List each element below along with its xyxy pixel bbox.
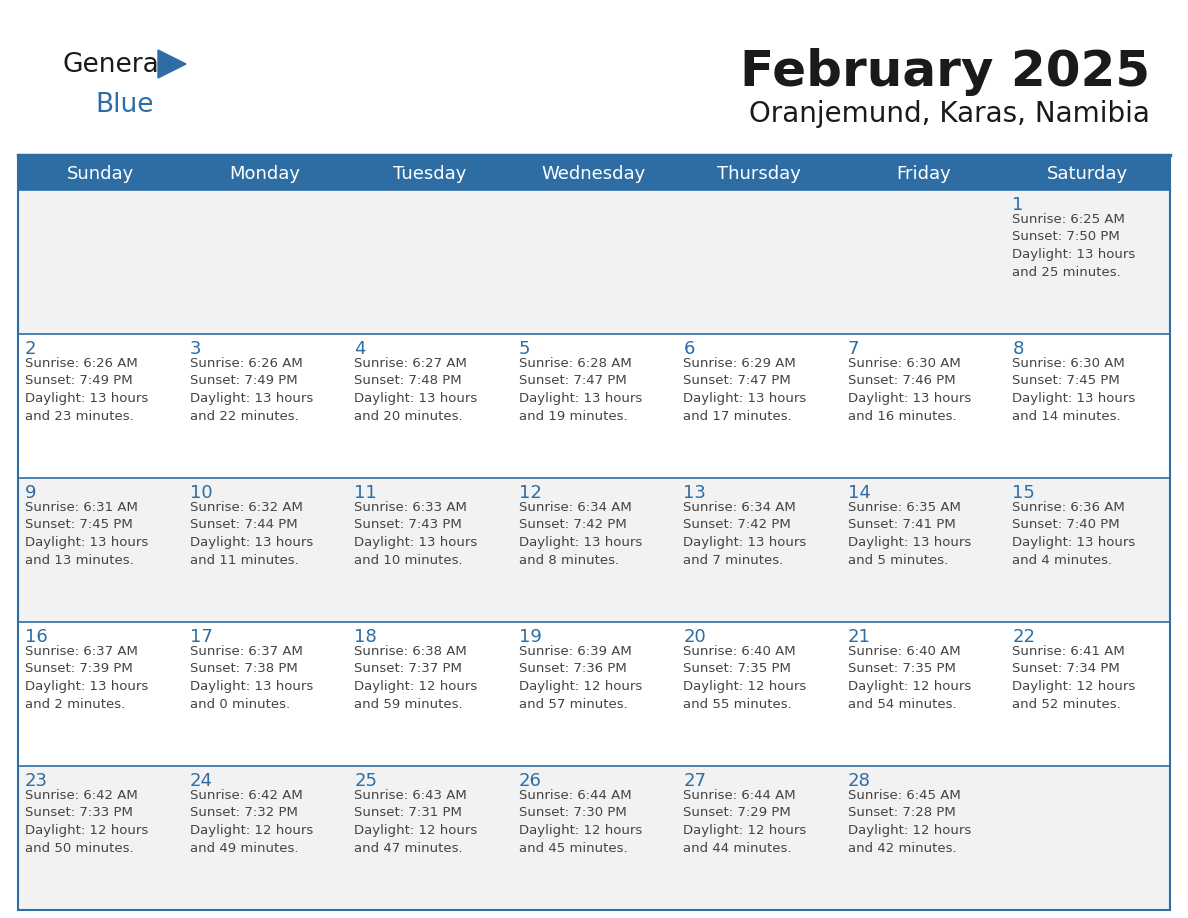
Text: 23: 23 xyxy=(25,772,48,790)
Text: Sunrise: 6:37 AM
Sunset: 7:39 PM
Daylight: 13 hours
and 2 minutes.: Sunrise: 6:37 AM Sunset: 7:39 PM Dayligh… xyxy=(25,645,148,711)
Text: Sunrise: 6:45 AM
Sunset: 7:28 PM
Daylight: 12 hours
and 42 minutes.: Sunrise: 6:45 AM Sunset: 7:28 PM Dayligh… xyxy=(848,789,971,855)
Text: Sunrise: 6:30 AM
Sunset: 7:45 PM
Daylight: 13 hours
and 14 minutes.: Sunrise: 6:30 AM Sunset: 7:45 PM Dayligh… xyxy=(1012,357,1136,422)
Text: Sunrise: 6:36 AM
Sunset: 7:40 PM
Daylight: 13 hours
and 4 minutes.: Sunrise: 6:36 AM Sunset: 7:40 PM Dayligh… xyxy=(1012,501,1136,566)
Text: 12: 12 xyxy=(519,484,542,502)
Text: 22: 22 xyxy=(1012,628,1036,646)
Text: February 2025: February 2025 xyxy=(740,48,1150,96)
Text: 13: 13 xyxy=(683,484,706,502)
Text: Sunday: Sunday xyxy=(67,165,134,183)
Text: 3: 3 xyxy=(190,340,201,358)
Text: Wednesday: Wednesday xyxy=(542,165,646,183)
Text: 26: 26 xyxy=(519,772,542,790)
Text: 6: 6 xyxy=(683,340,695,358)
Bar xyxy=(18,190,1170,334)
Text: Blue: Blue xyxy=(95,92,153,118)
Text: 4: 4 xyxy=(354,340,366,358)
Text: 25: 25 xyxy=(354,772,377,790)
Text: Sunrise: 6:32 AM
Sunset: 7:44 PM
Daylight: 13 hours
and 11 minutes.: Sunrise: 6:32 AM Sunset: 7:44 PM Dayligh… xyxy=(190,501,312,566)
Text: Sunrise: 6:26 AM
Sunset: 7:49 PM
Daylight: 13 hours
and 23 minutes.: Sunrise: 6:26 AM Sunset: 7:49 PM Dayligh… xyxy=(25,357,148,422)
Text: Sunrise: 6:25 AM
Sunset: 7:50 PM
Daylight: 13 hours
and 25 minutes.: Sunrise: 6:25 AM Sunset: 7:50 PM Dayligh… xyxy=(1012,213,1136,278)
Bar xyxy=(18,622,1170,766)
Text: 9: 9 xyxy=(25,484,37,502)
Text: Sunrise: 6:33 AM
Sunset: 7:43 PM
Daylight: 13 hours
and 10 minutes.: Sunrise: 6:33 AM Sunset: 7:43 PM Dayligh… xyxy=(354,501,478,566)
Text: Tuesday: Tuesday xyxy=(393,165,466,183)
Text: 28: 28 xyxy=(848,772,871,790)
Text: 5: 5 xyxy=(519,340,530,358)
Text: Sunrise: 6:37 AM
Sunset: 7:38 PM
Daylight: 13 hours
and 0 minutes.: Sunrise: 6:37 AM Sunset: 7:38 PM Dayligh… xyxy=(190,645,312,711)
Text: Thursday: Thursday xyxy=(716,165,801,183)
Text: 10: 10 xyxy=(190,484,213,502)
Text: 8: 8 xyxy=(1012,340,1024,358)
Text: Sunrise: 6:28 AM
Sunset: 7:47 PM
Daylight: 13 hours
and 19 minutes.: Sunrise: 6:28 AM Sunset: 7:47 PM Dayligh… xyxy=(519,357,642,422)
Text: Oranjemund, Karas, Namibia: Oranjemund, Karas, Namibia xyxy=(750,100,1150,128)
Text: Sunrise: 6:39 AM
Sunset: 7:36 PM
Daylight: 12 hours
and 57 minutes.: Sunrise: 6:39 AM Sunset: 7:36 PM Dayligh… xyxy=(519,645,642,711)
Bar xyxy=(18,766,1170,910)
Text: 15: 15 xyxy=(1012,484,1035,502)
Text: General: General xyxy=(62,52,166,78)
Text: Sunrise: 6:26 AM
Sunset: 7:49 PM
Daylight: 13 hours
and 22 minutes.: Sunrise: 6:26 AM Sunset: 7:49 PM Dayligh… xyxy=(190,357,312,422)
Text: Sunrise: 6:29 AM
Sunset: 7:47 PM
Daylight: 13 hours
and 17 minutes.: Sunrise: 6:29 AM Sunset: 7:47 PM Dayligh… xyxy=(683,357,807,422)
Text: Sunrise: 6:40 AM
Sunset: 7:35 PM
Daylight: 12 hours
and 55 minutes.: Sunrise: 6:40 AM Sunset: 7:35 PM Dayligh… xyxy=(683,645,807,711)
Text: 7: 7 xyxy=(848,340,859,358)
Polygon shape xyxy=(158,50,187,78)
Text: Sunrise: 6:34 AM
Sunset: 7:42 PM
Daylight: 13 hours
and 7 minutes.: Sunrise: 6:34 AM Sunset: 7:42 PM Dayligh… xyxy=(683,501,807,566)
Text: 16: 16 xyxy=(25,628,48,646)
Text: Sunrise: 6:38 AM
Sunset: 7:37 PM
Daylight: 12 hours
and 59 minutes.: Sunrise: 6:38 AM Sunset: 7:37 PM Dayligh… xyxy=(354,645,478,711)
Text: Sunrise: 6:40 AM
Sunset: 7:35 PM
Daylight: 12 hours
and 54 minutes.: Sunrise: 6:40 AM Sunset: 7:35 PM Dayligh… xyxy=(848,645,971,711)
Text: Saturday: Saturday xyxy=(1047,165,1129,183)
Text: 1: 1 xyxy=(1012,196,1024,214)
Text: Sunrise: 6:42 AM
Sunset: 7:32 PM
Daylight: 12 hours
and 49 minutes.: Sunrise: 6:42 AM Sunset: 7:32 PM Dayligh… xyxy=(190,789,312,855)
Text: 11: 11 xyxy=(354,484,377,502)
Text: 2: 2 xyxy=(25,340,37,358)
Text: 21: 21 xyxy=(848,628,871,646)
Text: Sunrise: 6:44 AM
Sunset: 7:30 PM
Daylight: 12 hours
and 45 minutes.: Sunrise: 6:44 AM Sunset: 7:30 PM Dayligh… xyxy=(519,789,642,855)
Text: Sunrise: 6:43 AM
Sunset: 7:31 PM
Daylight: 12 hours
and 47 minutes.: Sunrise: 6:43 AM Sunset: 7:31 PM Dayligh… xyxy=(354,789,478,855)
Text: Sunrise: 6:44 AM
Sunset: 7:29 PM
Daylight: 12 hours
and 44 minutes.: Sunrise: 6:44 AM Sunset: 7:29 PM Dayligh… xyxy=(683,789,807,855)
Text: Sunrise: 6:35 AM
Sunset: 7:41 PM
Daylight: 13 hours
and 5 minutes.: Sunrise: 6:35 AM Sunset: 7:41 PM Dayligh… xyxy=(848,501,971,566)
Bar xyxy=(18,478,1170,622)
Text: Monday: Monday xyxy=(229,165,301,183)
Bar xyxy=(18,158,1170,190)
Text: Sunrise: 6:27 AM
Sunset: 7:48 PM
Daylight: 13 hours
and 20 minutes.: Sunrise: 6:27 AM Sunset: 7:48 PM Dayligh… xyxy=(354,357,478,422)
Text: Sunrise: 6:30 AM
Sunset: 7:46 PM
Daylight: 13 hours
and 16 minutes.: Sunrise: 6:30 AM Sunset: 7:46 PM Dayligh… xyxy=(848,357,971,422)
Bar xyxy=(18,158,1170,910)
Text: Sunrise: 6:31 AM
Sunset: 7:45 PM
Daylight: 13 hours
and 13 minutes.: Sunrise: 6:31 AM Sunset: 7:45 PM Dayligh… xyxy=(25,501,148,566)
Text: Sunrise: 6:34 AM
Sunset: 7:42 PM
Daylight: 13 hours
and 8 minutes.: Sunrise: 6:34 AM Sunset: 7:42 PM Dayligh… xyxy=(519,501,642,566)
Text: 27: 27 xyxy=(683,772,707,790)
Text: 20: 20 xyxy=(683,628,706,646)
Text: Sunrise: 6:42 AM
Sunset: 7:33 PM
Daylight: 12 hours
and 50 minutes.: Sunrise: 6:42 AM Sunset: 7:33 PM Dayligh… xyxy=(25,789,148,855)
Text: Sunrise: 6:41 AM
Sunset: 7:34 PM
Daylight: 12 hours
and 52 minutes.: Sunrise: 6:41 AM Sunset: 7:34 PM Dayligh… xyxy=(1012,645,1136,711)
Text: 19: 19 xyxy=(519,628,542,646)
Text: Friday: Friday xyxy=(896,165,950,183)
Text: 14: 14 xyxy=(848,484,871,502)
Text: 18: 18 xyxy=(354,628,377,646)
Text: 17: 17 xyxy=(190,628,213,646)
Text: 24: 24 xyxy=(190,772,213,790)
Bar xyxy=(18,334,1170,478)
